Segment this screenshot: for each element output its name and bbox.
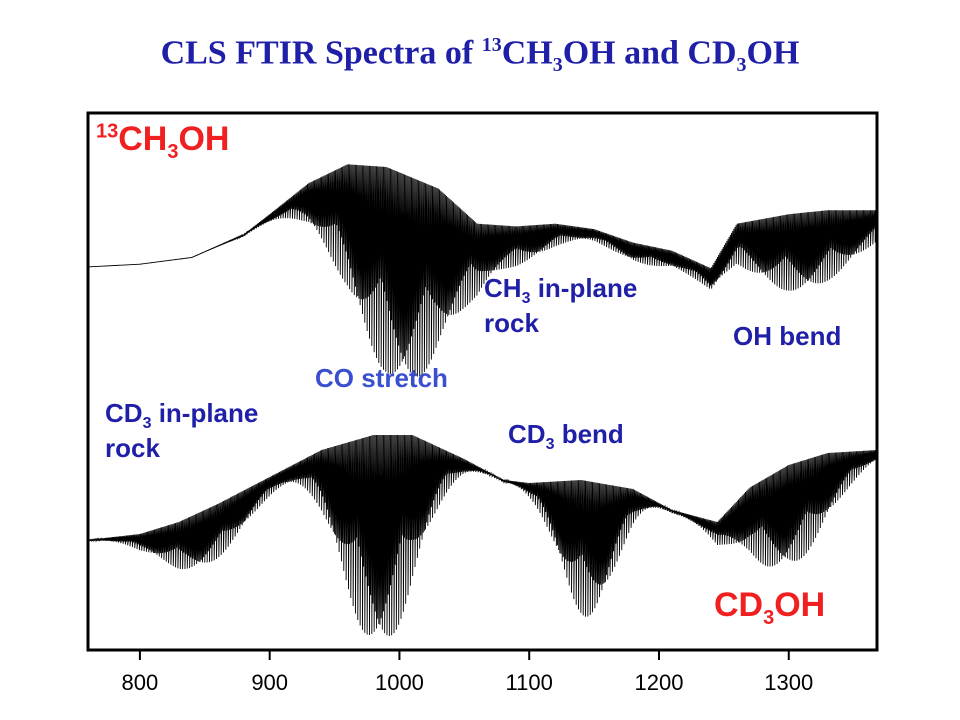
lower-species-label: CD3OH xyxy=(714,586,826,629)
plot-frame xyxy=(86,111,879,652)
chart-title: CLS FTIR Spectra of 13CH3OH and CD3OH xyxy=(160,34,800,77)
x-tick-label: 1200 xyxy=(635,670,684,695)
spectrum-cd3oh xyxy=(87,434,877,636)
x-tick-label: 1300 xyxy=(764,670,813,695)
cd3-bend-annotation: CD3 bend xyxy=(508,419,624,454)
spectrum-13ch3oh xyxy=(87,164,877,377)
oh-bend-annotation: OH bend xyxy=(733,321,842,351)
cd3-rock-annotation: CD3 in-plane rock xyxy=(105,398,259,464)
x-tick-label: 900 xyxy=(251,670,288,695)
upper-species-label: 13CH3OH xyxy=(96,120,230,163)
co-stretch-annotation: CO stretch xyxy=(315,363,448,393)
x-tick-label: 1100 xyxy=(506,670,553,695)
x-axis-ticks: 800 900 1000 1100 1200 1300 xyxy=(122,650,813,695)
spectrum-traces xyxy=(87,164,877,636)
ch3-rock-annotation: CH3 in-plane rock xyxy=(484,273,638,339)
x-tick-label: 800 xyxy=(122,670,159,695)
x-tick-label: 1000 xyxy=(375,670,424,695)
